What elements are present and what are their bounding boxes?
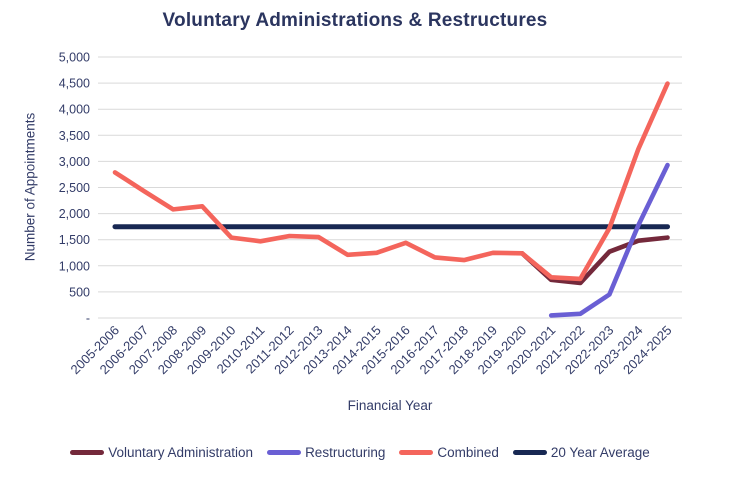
legend-label-20-year-average: 20 Year Average bbox=[550, 444, 650, 460]
legend-swatch-20-year-average bbox=[512, 449, 547, 455]
legend-swatch-restructuring bbox=[267, 449, 302, 455]
y-tick-label: 1,500 bbox=[59, 233, 90, 247]
y-tick-label: 2,000 bbox=[59, 207, 90, 221]
legend-label-combined: Combined bbox=[437, 444, 499, 460]
series-line-combined bbox=[112, 81, 670, 282]
y-tick-label: 3,500 bbox=[59, 129, 90, 143]
y-tick-label: - bbox=[86, 312, 90, 326]
y-tick-label: 5,000 bbox=[59, 51, 90, 65]
y-tick-label: 4,500 bbox=[59, 77, 90, 91]
series-line-voluntary-administration bbox=[519, 235, 670, 286]
y-tick-label: 2,500 bbox=[59, 181, 90, 195]
y-tick-label: 500 bbox=[69, 285, 90, 299]
x-axis-title: Financial Year bbox=[347, 398, 433, 413]
legend-item-restructuring: Restructuring bbox=[267, 443, 385, 461]
chart-legend: Voluntary Administration Restructuring Com… bbox=[0, 443, 720, 461]
legend-item-combined: Combined bbox=[399, 443, 499, 461]
y-tick-label: 3,000 bbox=[59, 155, 90, 169]
series-line-restructuring bbox=[548, 162, 670, 318]
y-tick-label: 1,000 bbox=[59, 259, 90, 273]
legend-label-voluntary-administration: Voluntary Administration bbox=[108, 444, 254, 460]
legend-item-20-year-average: 20 Year Average bbox=[512, 443, 650, 461]
chart-title: Voluntary Administrations & Restructures bbox=[162, 10, 548, 31]
legend-swatch-voluntary-administration bbox=[70, 449, 105, 455]
legend-label-restructuring: Restructuring bbox=[305, 444, 386, 460]
y-tick-label: 4,000 bbox=[59, 103, 90, 117]
legend-item-voluntary-administration: Voluntary Administration bbox=[70, 443, 253, 461]
legend-swatch-combined bbox=[399, 449, 434, 455]
